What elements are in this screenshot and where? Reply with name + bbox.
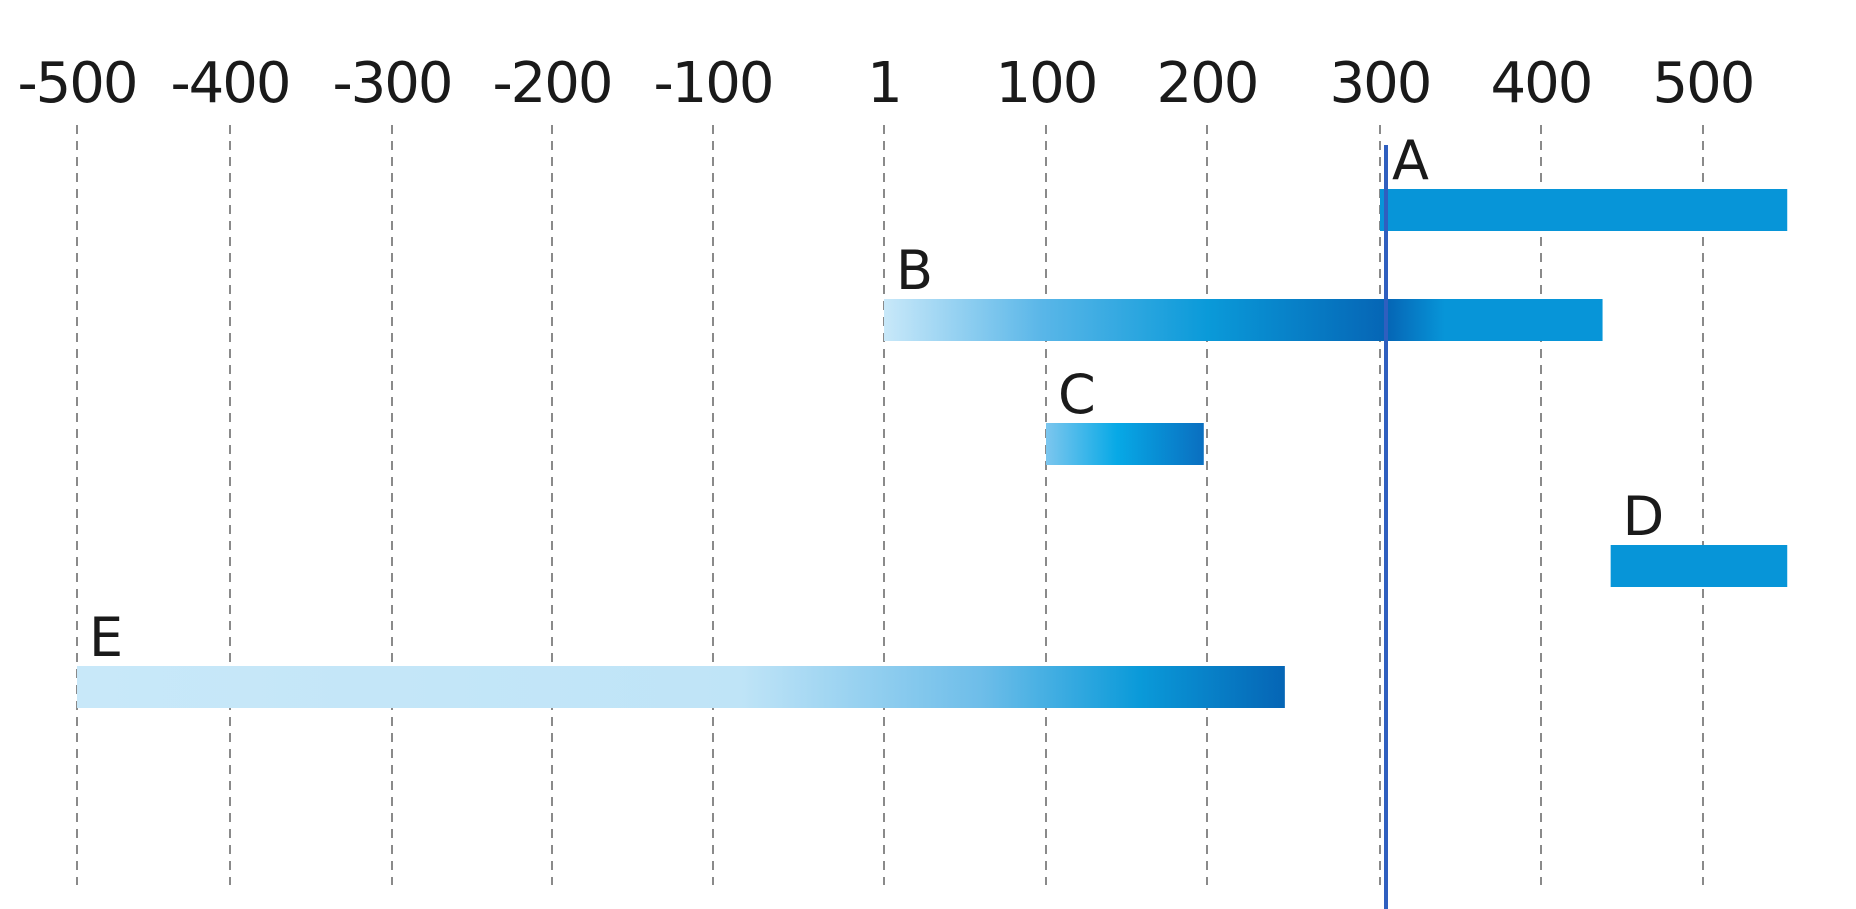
bar-label-C: C [1058, 363, 1096, 426]
bar-C [1046, 423, 1204, 465]
x-tick-label: 500 [1653, 51, 1754, 116]
bar-A [1380, 189, 1788, 231]
bar-layer: A B C D E [77, 129, 1788, 708]
x-tick-label: 1 [867, 51, 901, 116]
bar-label-D: D [1623, 485, 1665, 548]
x-tick-label: -500 [17, 51, 136, 116]
x-tick-label: 200 [1157, 51, 1258, 116]
bar-label-E: E [89, 606, 123, 669]
bar-label-A: A [1392, 129, 1429, 192]
grid-layer [76, 125, 1704, 885]
x-tick-label: 300 [1330, 51, 1431, 116]
tick-label-layer: -500 -400 -300 -200 -100 1 100 200 300 400 500 [17, 51, 1755, 116]
x-tick-label: 400 [1491, 51, 1592, 116]
x-tick-label: -400 [170, 51, 289, 116]
bar-E [77, 666, 1285, 708]
bar-B [884, 299, 1603, 341]
x-tick-label: -100 [653, 51, 772, 116]
bar-D [1610, 545, 1788, 587]
bar-label-B: B [896, 239, 933, 302]
x-tick-label: -200 [492, 51, 611, 116]
x-tick-label: -300 [332, 51, 451, 116]
x-tick-label: 100 [996, 51, 1097, 116]
